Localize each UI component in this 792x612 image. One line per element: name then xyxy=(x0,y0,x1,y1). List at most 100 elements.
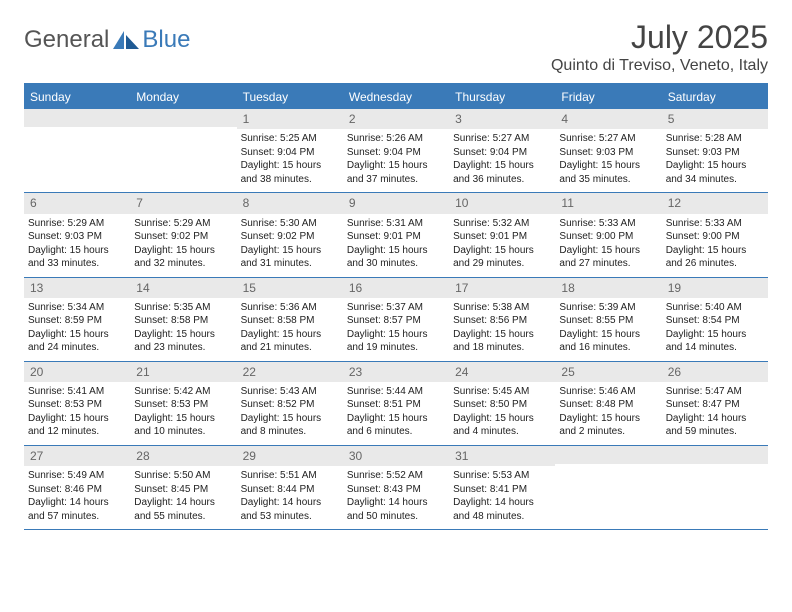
weekday-header: Friday xyxy=(555,85,661,109)
day-body xyxy=(662,464,768,473)
sunset-text: Sunset: 9:00 PM xyxy=(666,230,764,244)
daylight-text: Daylight: 15 hours and 29 minutes. xyxy=(453,244,551,271)
weekday-header: Saturday xyxy=(662,85,768,109)
weekday-header: Tuesday xyxy=(237,85,343,109)
daylight-text: Daylight: 15 hours and 38 minutes. xyxy=(241,159,339,186)
day-cell: 15Sunrise: 5:36 AMSunset: 8:58 PMDayligh… xyxy=(237,278,343,361)
day-cell: 5Sunrise: 5:28 AMSunset: 9:03 PMDaylight… xyxy=(662,109,768,192)
day-body: Sunrise: 5:45 AMSunset: 8:50 PMDaylight:… xyxy=(449,382,555,445)
sunrise-text: Sunrise: 5:50 AM xyxy=(134,469,232,483)
calendar-grid: Sunday Monday Tuesday Wednesday Thursday… xyxy=(24,83,768,530)
daylight-text: Daylight: 15 hours and 4 minutes. xyxy=(453,412,551,439)
day-body: Sunrise: 5:44 AMSunset: 8:51 PMDaylight:… xyxy=(343,382,449,445)
sunset-text: Sunset: 8:44 PM xyxy=(241,483,339,497)
day-number: 10 xyxy=(449,193,555,213)
sunrise-text: Sunrise: 5:46 AM xyxy=(559,385,657,399)
day-body: Sunrise: 5:25 AMSunset: 9:04 PMDaylight:… xyxy=(237,129,343,192)
sunset-text: Sunset: 8:51 PM xyxy=(347,398,445,412)
sunrise-text: Sunrise: 5:51 AM xyxy=(241,469,339,483)
sunset-text: Sunset: 8:41 PM xyxy=(453,483,551,497)
week-row: 13Sunrise: 5:34 AMSunset: 8:59 PMDayligh… xyxy=(24,278,768,362)
day-body: Sunrise: 5:47 AMSunset: 8:47 PMDaylight:… xyxy=(662,382,768,445)
day-cell xyxy=(130,109,236,192)
day-body: Sunrise: 5:33 AMSunset: 9:00 PMDaylight:… xyxy=(662,214,768,277)
day-cell: 16Sunrise: 5:37 AMSunset: 8:57 PMDayligh… xyxy=(343,278,449,361)
sunrise-text: Sunrise: 5:35 AM xyxy=(134,301,232,315)
daylight-text: Daylight: 15 hours and 34 minutes. xyxy=(666,159,764,186)
daylight-text: Daylight: 15 hours and 6 minutes. xyxy=(347,412,445,439)
day-cell: 6Sunrise: 5:29 AMSunset: 9:03 PMDaylight… xyxy=(24,193,130,276)
sunset-text: Sunset: 8:54 PM xyxy=(666,314,764,328)
daylight-text: Daylight: 14 hours and 59 minutes. xyxy=(666,412,764,439)
sunset-text: Sunset: 8:59 PM xyxy=(28,314,126,328)
sunset-text: Sunset: 9:04 PM xyxy=(453,146,551,160)
day-number: 31 xyxy=(449,446,555,466)
sunrise-text: Sunrise: 5:42 AM xyxy=(134,385,232,399)
day-cell xyxy=(555,446,661,529)
sunset-text: Sunset: 9:03 PM xyxy=(666,146,764,160)
sunset-text: Sunset: 9:02 PM xyxy=(241,230,339,244)
day-number: 22 xyxy=(237,362,343,382)
weekday-header: Thursday xyxy=(449,85,555,109)
sunset-text: Sunset: 8:53 PM xyxy=(134,398,232,412)
brand-logo: General Blue xyxy=(24,26,190,54)
sunrise-text: Sunrise: 5:45 AM xyxy=(453,385,551,399)
day-cell: 1Sunrise: 5:25 AMSunset: 9:04 PMDaylight… xyxy=(237,109,343,192)
day-number: 5 xyxy=(662,109,768,129)
weekday-header: Sunday xyxy=(24,85,130,109)
day-number: 7 xyxy=(130,193,236,213)
sunset-text: Sunset: 8:56 PM xyxy=(453,314,551,328)
day-cell: 12Sunrise: 5:33 AMSunset: 9:00 PMDayligh… xyxy=(662,193,768,276)
day-number: 17 xyxy=(449,278,555,298)
day-cell: 3Sunrise: 5:27 AMSunset: 9:04 PMDaylight… xyxy=(449,109,555,192)
daylight-text: Daylight: 15 hours and 18 minutes. xyxy=(453,328,551,355)
daylight-text: Daylight: 15 hours and 33 minutes. xyxy=(28,244,126,271)
week-row: 27Sunrise: 5:49 AMSunset: 8:46 PMDayligh… xyxy=(24,446,768,530)
sunrise-text: Sunrise: 5:33 AM xyxy=(666,217,764,231)
weekday-header: Monday xyxy=(130,85,236,109)
day-number: 6 xyxy=(24,193,130,213)
day-number: 19 xyxy=(662,278,768,298)
sunset-text: Sunset: 9:01 PM xyxy=(347,230,445,244)
sunrise-text: Sunrise: 5:29 AM xyxy=(28,217,126,231)
daylight-text: Daylight: 14 hours and 50 minutes. xyxy=(347,496,445,523)
sunrise-text: Sunrise: 5:36 AM xyxy=(241,301,339,315)
day-number xyxy=(24,109,130,127)
day-cell: 9 Sunrise: 5:31 AMSunset: 9:01 PMDaylight… xyxy=(343,193,449,276)
month-title: July 2025 xyxy=(551,20,768,55)
day-number: 9 xyxy=(343,193,449,213)
day-body xyxy=(130,127,236,136)
weekday-header-row: Sunday Monday Tuesday Wednesday Thursday… xyxy=(24,85,768,109)
sunset-text: Sunset: 8:50 PM xyxy=(453,398,551,412)
day-body: Sunrise: 5:28 AMSunset: 9:03 PMDaylight:… xyxy=(662,129,768,192)
day-body: Sunrise: 5:33 AMSunset: 9:00 PMDaylight:… xyxy=(555,214,661,277)
day-cell xyxy=(24,109,130,192)
weeks-container: 1Sunrise: 5:25 AMSunset: 9:04 PMDaylight… xyxy=(24,109,768,530)
sunrise-text: Sunrise: 5:49 AM xyxy=(28,469,126,483)
sail-icon xyxy=(113,31,139,49)
day-number: 30 xyxy=(343,446,449,466)
day-cell: 21Sunrise: 5:42 AMSunset: 8:53 PMDayligh… xyxy=(130,362,236,445)
day-body: Sunrise: 5:26 AMSunset: 9:04 PMDaylight:… xyxy=(343,129,449,192)
day-number: 13 xyxy=(24,278,130,298)
sunrise-text: Sunrise: 5:31 AM xyxy=(347,217,445,231)
day-body: Sunrise: 5:34 AMSunset: 8:59 PMDaylight:… xyxy=(24,298,130,361)
daylight-text: Daylight: 15 hours and 30 minutes. xyxy=(347,244,445,271)
sunset-text: Sunset: 9:03 PM xyxy=(559,146,657,160)
sunrise-text: Sunrise: 5:53 AM xyxy=(453,469,551,483)
day-cell: 17Sunrise: 5:38 AMSunset: 8:56 PMDayligh… xyxy=(449,278,555,361)
day-body: Sunrise: 5:38 AMSunset: 8:56 PMDaylight:… xyxy=(449,298,555,361)
daylight-text: Daylight: 15 hours and 26 minutes. xyxy=(666,244,764,271)
day-number: 20 xyxy=(24,362,130,382)
daylight-text: Daylight: 15 hours and 31 minutes. xyxy=(241,244,339,271)
day-cell: 4Sunrise: 5:27 AMSunset: 9:03 PMDaylight… xyxy=(555,109,661,192)
sunrise-text: Sunrise: 5:47 AM xyxy=(666,385,764,399)
sunrise-text: Sunrise: 5:27 AM xyxy=(559,132,657,146)
day-body: Sunrise: 5:27 AMSunset: 9:04 PMDaylight:… xyxy=(449,129,555,192)
day-body: Sunrise: 5:50 AMSunset: 8:45 PMDaylight:… xyxy=(130,466,236,529)
daylight-text: Daylight: 15 hours and 21 minutes. xyxy=(241,328,339,355)
sunrise-text: Sunrise: 5:30 AM xyxy=(241,217,339,231)
day-number: 25 xyxy=(555,362,661,382)
sunrise-text: Sunrise: 5:34 AM xyxy=(28,301,126,315)
sunset-text: Sunset: 8:43 PM xyxy=(347,483,445,497)
